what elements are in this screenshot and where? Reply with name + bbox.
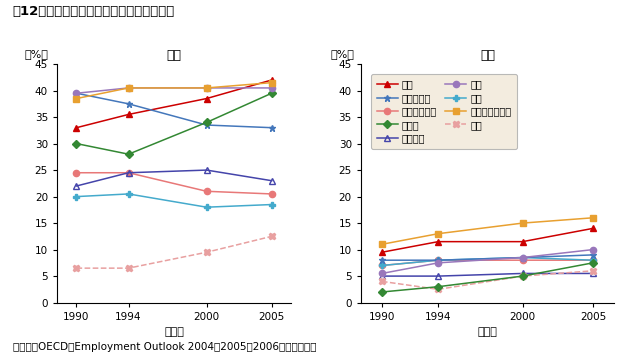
英国 <box>434 261 442 265</box>
韓国 <box>519 274 527 278</box>
Line: オーストラリア: オーストラリア <box>379 215 596 247</box>
Line: ドイツ: ドイツ <box>379 260 596 295</box>
スウェーデン <box>589 258 597 262</box>
フランス <box>434 274 442 278</box>
Line: 英国: 英国 <box>379 246 596 277</box>
X-axis label: （年）: （年） <box>164 327 184 337</box>
Text: 第12図　パートタイム労働者の比率の推移: 第12図 パートタイム労働者の比率の推移 <box>13 5 175 19</box>
ノルウェー <box>519 255 527 260</box>
ノルウェー <box>589 253 597 257</box>
米国 <box>434 258 442 262</box>
ドイツ <box>434 284 442 289</box>
英国 <box>378 271 385 276</box>
日本 <box>378 250 385 255</box>
オーストラリア <box>519 221 527 225</box>
英国 <box>589 247 597 252</box>
オーストラリア <box>378 242 385 246</box>
韓国 <box>378 279 385 283</box>
Line: 韓国: 韓国 <box>379 268 596 293</box>
Line: 日本: 日本 <box>379 225 596 255</box>
Line: ノルウェー: ノルウェー <box>379 252 596 263</box>
スウェーデン <box>519 258 527 262</box>
Text: （備考）OECD「Employment Outlook 2004，2005，2006」より作成。: （備考）OECD「Employment Outlook 2004，2005，20… <box>13 342 316 352</box>
フランス <box>519 271 527 276</box>
日本 <box>589 226 597 231</box>
ドイツ <box>589 261 597 265</box>
ドイツ <box>519 274 527 278</box>
オーストラリア <box>434 231 442 236</box>
Legend: 日本, ノルウェー, スウェーデン, ドイツ, フランス, 英国, 米国, オーストラリア, 韓国: 日本, ノルウェー, スウェーデン, ドイツ, フランス, 英国, 米国, オー… <box>371 74 517 149</box>
スウェーデン <box>434 258 442 262</box>
Line: フランス: フランス <box>379 270 596 279</box>
英国 <box>519 255 527 260</box>
X-axis label: （年）: （年） <box>477 327 498 337</box>
ドイツ <box>378 290 385 294</box>
Title: 女性: 女性 <box>166 48 182 62</box>
Line: スウェーデン: スウェーデン <box>379 257 596 269</box>
米国 <box>589 258 597 262</box>
ノルウェー <box>378 258 385 262</box>
日本 <box>519 240 527 244</box>
韓国 <box>589 269 597 273</box>
米国 <box>378 263 385 268</box>
米国 <box>519 255 527 260</box>
オーストラリア <box>589 216 597 220</box>
フランス <box>589 271 597 276</box>
スウェーデン <box>378 263 385 268</box>
Line: 米国: 米国 <box>379 255 596 269</box>
韓国 <box>434 287 442 292</box>
Text: （%）: （%） <box>24 49 48 59</box>
フランス <box>378 274 385 278</box>
Title: 男性: 男性 <box>480 48 495 62</box>
ノルウェー <box>434 258 442 262</box>
日本 <box>434 240 442 244</box>
Text: （%）: （%） <box>330 49 354 59</box>
